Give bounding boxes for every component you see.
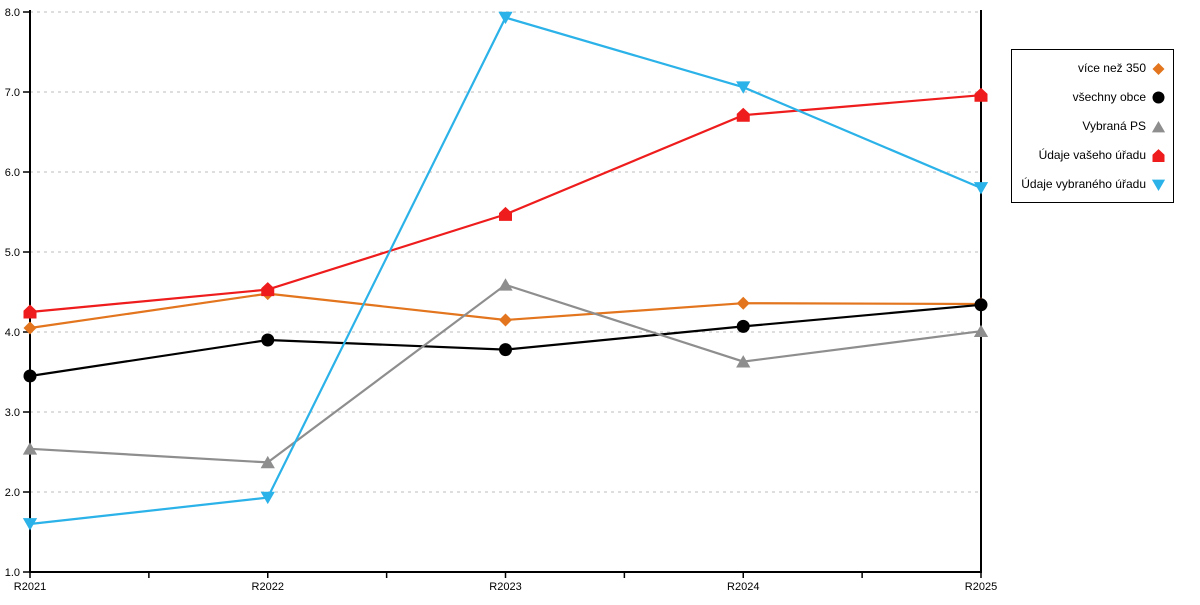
data-point-3-0[interactable] [23,304,37,319]
series-line-4 [29,16,982,526]
data-point-3-3[interactable] [736,107,750,122]
data-point-4-0[interactable] [22,518,38,531]
data-point-3-1[interactable] [261,282,275,297]
y-tick-label: 4.0 [5,327,20,339]
diamond-icon [1152,62,1165,75]
y-tick-label: 5.0 [5,247,20,259]
data-point-4-4[interactable] [973,182,989,195]
data-point-2-1[interactable] [260,455,275,469]
x-tick-label: R2021 [14,581,46,593]
data-point-4-3[interactable] [736,81,751,94]
x-tick-label: R2024 [727,581,759,593]
legend: více než 350 všechny obce Vybraná PS Údaje … [1011,49,1174,203]
legend-item-4[interactable]: Údaje vybraného úřadu [1012,170,1173,199]
series-line-2 [29,283,982,464]
y-tick-label: 7.0 [5,87,20,99]
data-point-4-2[interactable] [498,11,513,25]
data-point-0-2[interactable] [499,313,512,327]
data-point-1-4[interactable] [974,298,988,312]
x-tick-label: R2023 [489,581,521,593]
data-point-2-4[interactable] [973,324,989,338]
legend-item-3[interactable]: Údaje vašeho úřadu [1012,141,1173,170]
y-tick-label: 3.0 [5,407,20,419]
data-point-2-3[interactable] [736,355,751,368]
legend-label: více než 350 [1077,60,1146,75]
pentagon-icon [1152,148,1165,162]
legend-item-0[interactable]: více než 350 [1012,54,1173,83]
data-point-1-3[interactable] [736,319,750,333]
triangle-down-icon [1151,179,1166,191]
legend-label: Údaje vybraného úřadu [1021,176,1146,191]
data-point-1-1[interactable] [261,333,275,347]
legend-item-2[interactable]: Vybraná PS [1012,112,1173,141]
triangle-up-icon [1151,120,1166,132]
data-point-2-0[interactable] [22,442,38,455]
y-tick-label: 8.0 [5,7,20,19]
legend-label: Vybraná PS [1082,118,1146,133]
data-point-1-2[interactable] [499,343,512,357]
data-point-0-3[interactable] [736,296,750,310]
y-tick-label: 6.0 [5,167,20,179]
legend-label: Údaje vašeho úřadu [1038,147,1146,162]
data-point-3-2[interactable] [499,206,512,221]
y-tick-label: 2.0 [5,487,20,499]
data-point-2-2[interactable] [498,278,513,291]
data-point-0-0[interactable] [23,321,37,335]
y-tick-label: 1.0 [5,567,20,579]
data-point-1-0[interactable] [23,369,37,383]
data-point-4-1[interactable] [260,491,275,505]
x-tick-label: R2022 [252,581,284,593]
legend-label: všechny obce [1072,89,1146,104]
data-point-3-4[interactable] [974,87,988,102]
x-tick-label: R2025 [965,581,997,593]
legend-item-1[interactable]: všechny obce [1012,83,1173,112]
circle-icon [1152,91,1165,103]
